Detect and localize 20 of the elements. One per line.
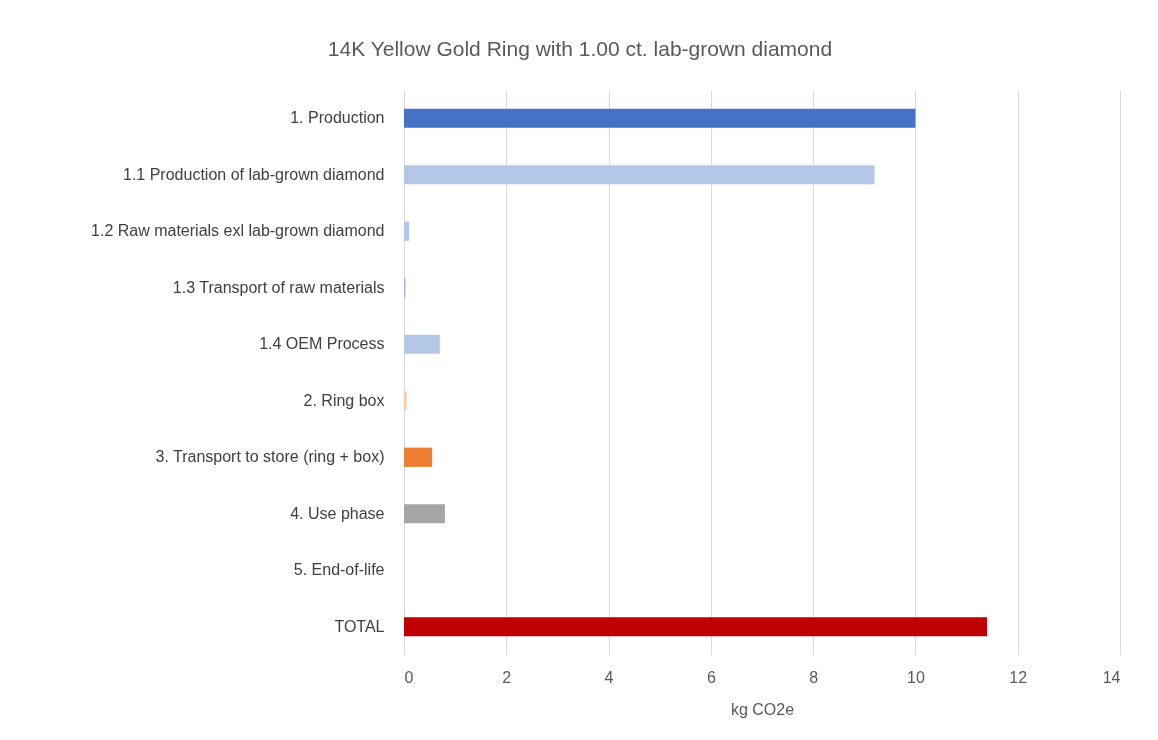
x-tick-label: 2 (502, 668, 512, 686)
x-tick-label: 4 (604, 668, 614, 686)
y-tick-label: 5. End-of-life (293, 561, 385, 579)
y-tick-label: 1.3 Transport of raw materials (172, 278, 385, 296)
x-tick-label: 6 (706, 668, 716, 686)
x-tick-label: 14 (1102, 668, 1121, 686)
y-tick-label: 4. Use phase (290, 504, 385, 522)
x-tick-label: 12 (1009, 668, 1028, 686)
y-tick-label: 1.4 OEM Process (259, 335, 385, 353)
x-tick-label: 8 (809, 668, 819, 686)
y-tick-label: 1. Production (290, 109, 385, 127)
chart-title: 14K Yellow Gold Ring with 1.00 ct. lab-grown diamond (327, 37, 833, 60)
y-tick-label: 2. Ring box (303, 391, 385, 409)
x-axis-title: kg CO2e (730, 700, 795, 718)
y-tick-label: 1.2 Raw materials exl lab-grown diamond (91, 222, 385, 240)
y-tick-label: 3. Transport to store (ring + box) (155, 448, 385, 466)
y-tick-label: 1.1 Production of lab-grown diamond (123, 165, 385, 183)
x-tick-label: 10 (907, 668, 925, 686)
x-tick-label: 0 (404, 668, 414, 686)
y-tick-label: TOTAL (334, 617, 385, 635)
